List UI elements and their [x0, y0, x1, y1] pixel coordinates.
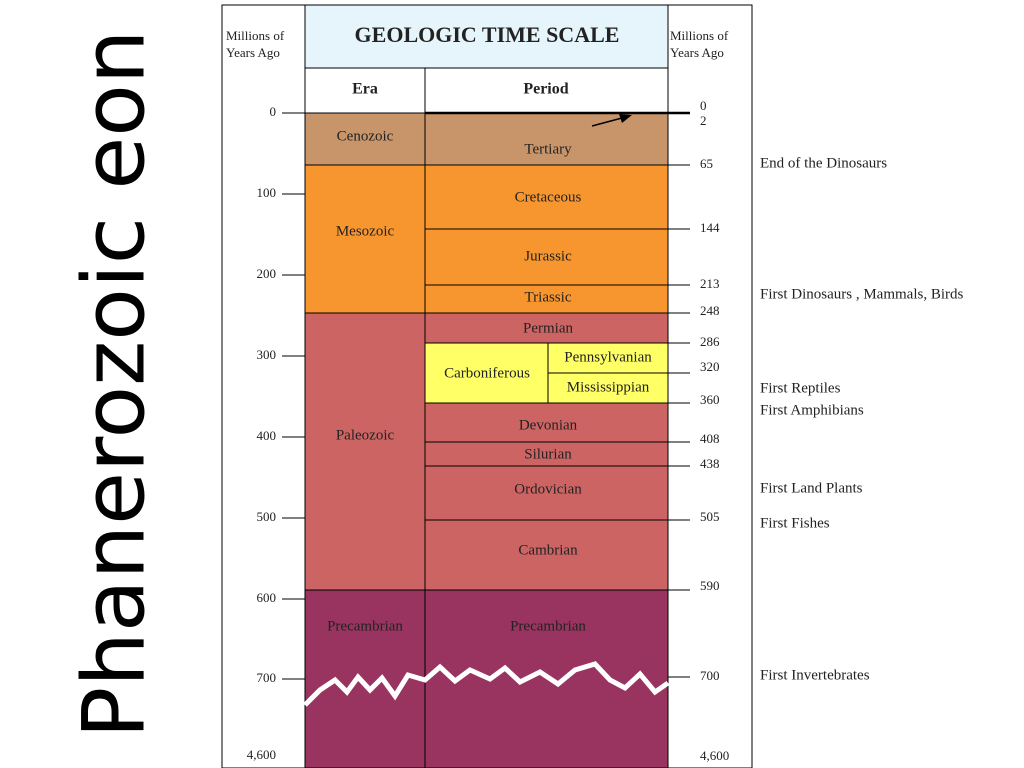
era-label: Paleozoic: [336, 427, 395, 443]
right-tick-label: 360: [700, 392, 720, 407]
subperiod-label: Pennsylvanian: [564, 349, 652, 365]
period-cell: [424, 112, 669, 166]
event-label: First Land Plants: [760, 480, 863, 496]
period-heading-cell: [424, 67, 669, 114]
period-heading: Period: [523, 81, 568, 98]
period-label: Triassic: [525, 289, 572, 305]
event-label: First Amphibians: [760, 402, 864, 418]
right-tick-label: 590: [700, 578, 720, 593]
left-tick-label: 300: [257, 347, 277, 362]
left-tick-label: 0: [270, 104, 277, 119]
arrow: [591, 117, 623, 127]
period-label: Silurian: [524, 446, 572, 462]
event-label: First Reptiles: [760, 380, 841, 396]
right-tick-label: 65: [700, 156, 713, 171]
left-tick-label: 200: [257, 266, 277, 281]
right-tick-label: 505: [700, 509, 720, 524]
period-cell: [424, 284, 669, 314]
left-tick-label: 4,600: [247, 747, 276, 762]
era-label: Precambrian: [327, 618, 403, 634]
period-label: Cambrian: [518, 542, 578, 558]
title: GEOLOGIC TIME SCALE: [355, 22, 620, 47]
period-label: Cretaceous: [515, 189, 582, 205]
right-tick-label: 438: [700, 456, 720, 471]
axis-label: Millions of: [226, 28, 285, 43]
era-cell: [304, 164, 426, 314]
side-title: Phanerozoic eon: [64, 30, 164, 739]
period-label: Jurassic: [524, 248, 572, 264]
left-tick-label: 400: [257, 428, 277, 443]
subperiod-label: Mississippian: [567, 379, 650, 395]
event-label: First Dinosaurs , Mammals, Birds: [760, 286, 963, 302]
arrow-head: [619, 114, 632, 123]
era-cell: [304, 312, 426, 591]
period-cell: [424, 312, 669, 344]
axis-label: Years Ago: [670, 45, 724, 60]
right-tick-label: 700: [700, 668, 720, 683]
right-tick-label: 144: [700, 220, 720, 235]
period-cell: [424, 228, 669, 286]
era-cell: [304, 112, 426, 166]
era-label: Cenozoic: [337, 128, 394, 144]
right-tick-label: 286: [700, 334, 720, 349]
period-label: Devonian: [519, 417, 578, 433]
zigzag: [303, 661, 670, 707]
period-cell: [424, 402, 669, 443]
left-tick-label: 700: [257, 670, 277, 685]
right-tick-label: 0: [700, 98, 707, 113]
title-box: [304, 4, 669, 69]
left-tick-label: 100: [257, 185, 277, 200]
period-label: Tertiary: [524, 141, 572, 157]
left-tick-label: 600: [257, 590, 277, 605]
period-label: Carboniferous: [444, 365, 530, 381]
axis-label: Years Ago: [226, 45, 280, 60]
right-tick-label: 4,600: [700, 748, 729, 763]
period-label: Permian: [523, 320, 573, 336]
event-label: First Invertebrates: [760, 667, 870, 683]
right-tick-label: 2: [700, 113, 707, 128]
period-cell: [424, 441, 669, 467]
period-cell: [424, 164, 669, 230]
era-label: Mesozoic: [336, 223, 395, 239]
period-label: Precambrian: [510, 618, 586, 634]
right-tick-label: 408: [700, 431, 720, 446]
right-tick-label: 320: [700, 359, 720, 374]
right-tick-label: 213: [700, 276, 720, 291]
left-tick-label: 500: [257, 509, 277, 524]
era-heading: Era: [352, 81, 378, 98]
event-label: End of the Dinosaurs: [760, 155, 887, 171]
right-tick-label: 248: [700, 303, 720, 318]
axis-label: Millions of: [670, 28, 729, 43]
period-label: Ordovician: [514, 481, 582, 497]
event-label: First Fishes: [760, 515, 830, 531]
